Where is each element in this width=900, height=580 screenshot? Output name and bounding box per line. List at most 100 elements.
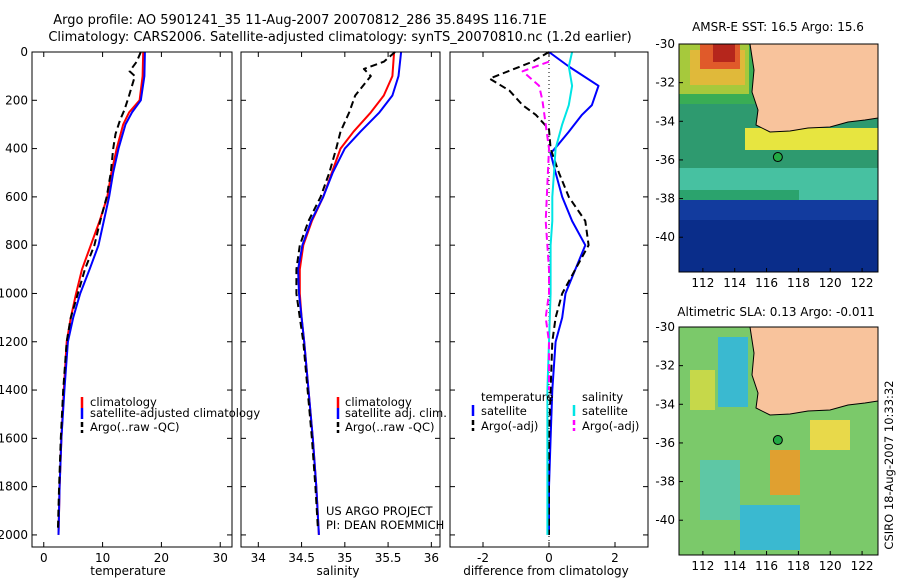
sst-map-frame [678,43,879,273]
project-annotation: US ARGO PROJECT [326,504,434,518]
temperature-axes-frame [31,51,233,548]
sla-map-title: Altimetric SLA: 0.13 Argo: -0.011 [677,305,874,319]
map-x-tick-label: 112 [691,559,714,573]
temperature-panel: 0 10 20 30 0 200 400 600 800 1000 1200 1400 1600 1800… [0,45,260,578]
temperature-xlabel: temperature [90,564,165,578]
map-x-tick-label: 114 [723,276,746,290]
map-x-tick-label: 114 [723,559,746,573]
y-tick-label: 1600 [0,431,28,445]
csiro-side-label: CSIRO 18-Aug-2007 10:33:32 [882,380,896,549]
legend-argo-label: Argo(..raw -QC) [90,420,180,434]
y-tick-label: 400 [5,142,28,156]
x-tick-label: 30 [213,551,228,565]
legend-sal-sat-label: satellite [582,404,628,418]
sla-map-panel: Altimetric SLA: 0.13 Argo: -0.011 112 114… [655,305,879,573]
map-x-tick-label: 118 [787,559,810,573]
sst-shelf-band [745,128,878,150]
title-line-2: Climatology: CARS2006. Satellite-adjuste… [48,30,631,45]
legend-sal-argo-label: Argo(-adj) [582,419,639,433]
map-x-tick-label: 122 [851,559,874,573]
x-tick-label: 0 [545,551,553,565]
difference-axes-frame [449,51,649,548]
y-tick-label: 600 [5,190,28,204]
difference-legend: temperature satellite Argo(-adj) salinit… [471,390,639,433]
sla-land [749,327,878,416]
map-y-tick-label: -38 [655,475,675,489]
legend-sat-label: satellite adj. clim. [345,406,447,420]
x-tick-label: 0 [40,551,48,565]
map-y-tick-label: -34 [655,397,675,411]
map-y-tick-label: -40 [655,230,675,244]
series-line-salinity-satellite [546,51,574,535]
sla-map-ticks: 112 114 116 118 120 122 -30 -32 -34 -36 -38 -40 [655,320,873,573]
map-x-tick-label: 122 [851,276,874,290]
y-tick-label: 1200 [0,335,28,349]
sst-hot-spot [713,44,735,62]
map-y-tick-label: -36 [655,153,675,167]
temperature-legend: climatology satellite-adjusted climatolo… [80,395,260,434]
difference-xlabel: difference from climatology [463,564,629,578]
series-line-satellite-adj-clim- [297,51,403,535]
series-line-satellite-adjusted-climatology [57,51,146,535]
difference-panel: -2 0 2 difference from climatology tempera… [449,51,649,578]
sla-map-frame [678,326,879,556]
map-y-tick-label: -30 [655,320,675,334]
y-tick-label: 2000 [0,528,28,542]
legend-temperature-header: temperature [481,390,553,404]
sla-positive-patch [690,370,715,410]
series-line-temperature-argo-adj- [488,51,590,535]
sst-map-title: AMSR-E SST: 16.5 Argo: 15.6 [692,20,864,34]
temperature-chart-marks: 0 10 20 30 0 200 400 600 800 1000 1200 1400 1600 1800… [0,45,232,565]
map-x-tick-label: 112 [691,276,714,290]
map-y-tick-label: -38 [655,192,675,206]
salinity-axes-frame [240,51,441,548]
y-tick-label: 1000 [0,286,28,300]
title-line-1: Argo profile: AO 5901241_35 11-Aug-2007 … [53,13,546,28]
map-x-tick-label: 118 [787,276,810,290]
legend-temp-argo-label: Argo(-adj) [481,419,538,433]
sla-negative-eddy-2 [740,505,800,550]
legend-sat-label: satellite-adjusted climatology [90,406,260,420]
sst-map-image [679,44,878,272]
pi-annotation: PI: DEAN ROEMMICH [326,518,444,532]
y-tick-label: 1400 [0,383,28,397]
x-tick-label: 20 [154,551,169,565]
x-tick-label: 10 [95,551,110,565]
legend-clim-label: climatology [90,395,157,409]
legend-salinity-header: salinity [582,390,623,404]
x-tick-label: -2 [477,551,489,565]
sla-negative-anomaly [718,337,748,407]
series-line-argo-raw-qc- [295,51,396,531]
map-y-tick-label: -34 [655,114,675,128]
sla-argo-location-marker [772,435,783,446]
salinity-legend: climatology satellite adj. clim. Argo(..… [336,395,447,434]
series-line-climatology [57,51,145,535]
map-y-tick-label: -30 [655,37,675,51]
x-tick-label: 34.5 [288,551,315,565]
map-y-tick-label: -40 [655,513,675,527]
salinity-panel: 34 34.5 35 35.5 36 salinity climatology sate… [240,51,447,578]
sla-negative-eddy [700,460,740,520]
map-x-tick-label: 116 [755,559,778,573]
sla-positive-eddy [770,450,800,495]
map-x-tick-label: 120 [819,276,842,290]
map-y-tick-label: -32 [655,359,675,373]
sst-map-ticks: 112 114 116 118 120 122 -30 -32 -34 -36 -38 -40 [655,37,873,290]
map-x-tick-label: 120 [819,559,842,573]
salinity-chart-marks: 34 34.5 35 35.5 36 [241,51,440,565]
map-y-tick-label: -32 [655,76,675,90]
map-x-tick-label: 116 [755,276,778,290]
legend-clim-label: climatology [345,395,412,409]
series-line-argo-raw-qc- [56,51,142,531]
x-tick-label: 35.5 [375,551,402,565]
series-line-temperature-satellite [548,51,600,535]
sst-land [749,44,878,133]
salinity-xlabel: salinity [316,564,359,578]
x-tick-label: 2 [611,551,619,565]
sla-positive-eddy-2 [810,420,850,450]
x-tick-label: 35 [337,551,352,565]
sst-cold-core [679,220,878,272]
map-y-tick-label: -36 [655,436,675,450]
legend-temp-sat-label: satellite [481,404,527,418]
